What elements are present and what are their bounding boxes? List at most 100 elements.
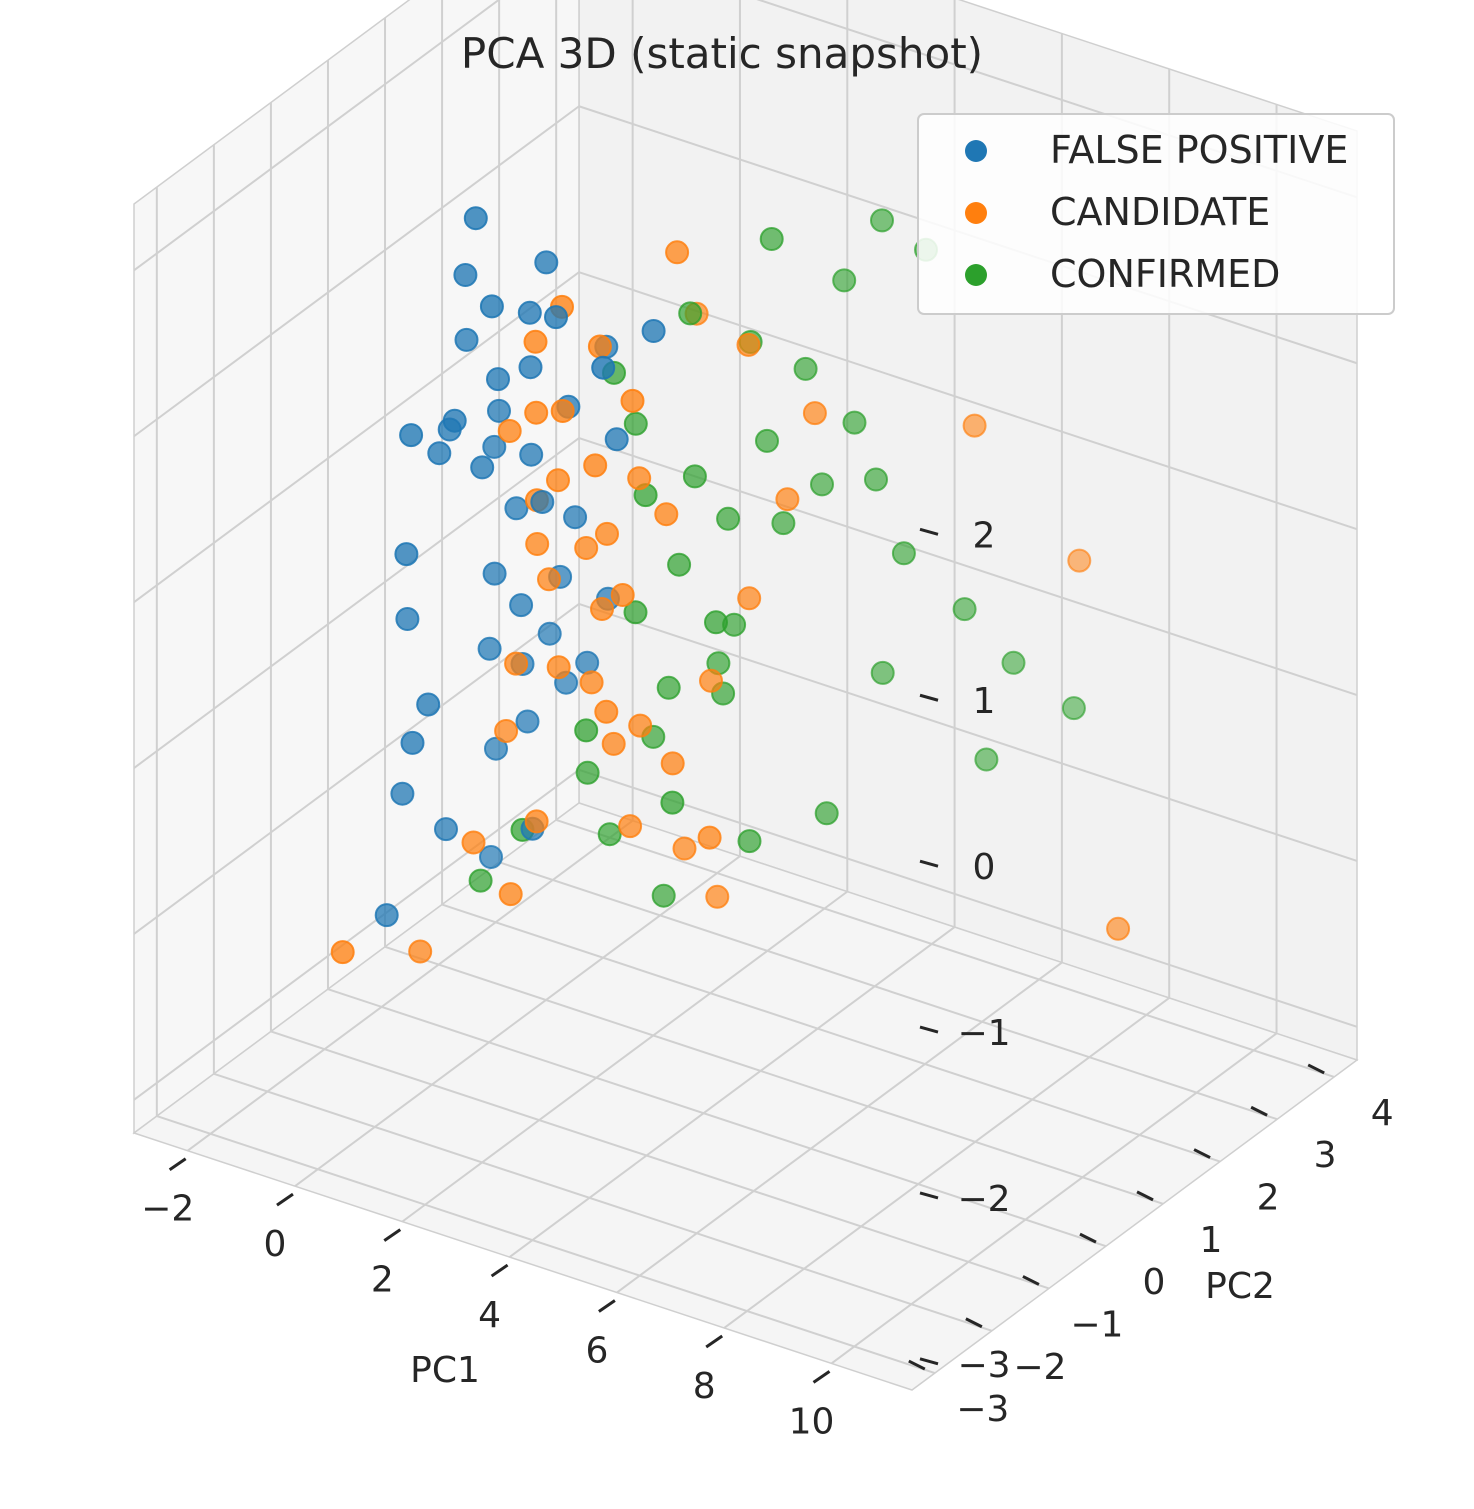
data-point-series-1 <box>962 413 987 438</box>
data-point-series-2 <box>759 227 784 251</box>
y-tick-label: 3 <box>1314 1135 1337 1176</box>
y-tick-label: −1 <box>1070 1305 1123 1346</box>
y-tick-label: −2 <box>1013 1347 1066 1388</box>
legend-label-false-positive: FALSE POSITIVE <box>1050 128 1348 172</box>
data-point-series-1 <box>705 884 730 909</box>
data-point-series-0 <box>442 408 467 433</box>
data-point-series-0 <box>519 442 544 467</box>
data-point-series-0 <box>487 398 511 423</box>
y-axis-label: PC2 <box>1205 1266 1275 1307</box>
x-tick-mark <box>812 1370 831 1384</box>
x-tick-label: 0 <box>264 1224 287 1265</box>
y-tick-label: 1 <box>1200 1220 1223 1261</box>
data-point-series-1 <box>587 334 612 359</box>
z-tick-label: −2 <box>957 1179 1010 1220</box>
z-tick-mark <box>919 1357 939 1366</box>
grid-line-y-floor <box>498 861 1278 1121</box>
data-point-series-2 <box>810 472 834 497</box>
grid-line-z-left <box>133 437 580 769</box>
data-point-series-1 <box>601 731 626 756</box>
data-point-series-1 <box>665 240 690 265</box>
data-point-series-2 <box>793 356 818 381</box>
grid-line-y-floor <box>384 945 1164 1205</box>
data-point-series-0 <box>604 427 629 452</box>
data-point-series-0 <box>537 621 562 646</box>
x-tick-mark <box>276 1192 294 1207</box>
data-point-series-0 <box>504 496 529 521</box>
data-point-series-0 <box>534 250 559 275</box>
data-point-series-1 <box>737 586 762 611</box>
data-point-series-0 <box>470 455 495 480</box>
x-tick-mark <box>490 1263 509 1278</box>
grid-line-z-back <box>578 602 1358 862</box>
legend: FALSE POSITIVE CANDIDATE CONFIRMED <box>917 113 1395 315</box>
data-point-series-2 <box>667 552 692 577</box>
y-tick-label: 2 <box>1257 1178 1280 1219</box>
data-point-series-0 <box>477 636 502 661</box>
z-tick-label: 0 <box>973 847 996 888</box>
grid-line-x-floor <box>723 997 1170 1329</box>
data-point-series-0 <box>394 542 419 567</box>
data-point-series-1 <box>802 401 827 426</box>
data-point-series-2 <box>891 541 916 566</box>
data-point-series-0 <box>575 650 600 675</box>
data-point-series-1 <box>628 713 653 738</box>
data-point-series-1 <box>497 419 522 443</box>
x-tick-label: 2 <box>371 1260 394 1301</box>
y-tick-mark <box>1193 1148 1211 1159</box>
z-tick-mark <box>919 693 939 702</box>
grid-line-x-floor <box>401 890 848 1223</box>
x-tick-mark <box>168 1157 187 1171</box>
legend-marker-false-positive <box>965 140 987 162</box>
data-point-series-0 <box>518 355 543 380</box>
grid-line-z-back <box>578 768 1358 1028</box>
data-point-series-2 <box>656 675 681 700</box>
chart-title: PCA 3D (static snapshot) <box>461 29 983 78</box>
y-tick-mark <box>1079 1232 1097 1244</box>
floor-pane <box>132 802 1359 1391</box>
data-point-series-1 <box>736 332 761 357</box>
legend-label-confirmed: CONFIRMED <box>1050 252 1280 296</box>
grid-line-z-back <box>578 437 1358 696</box>
data-points <box>330 206 1131 965</box>
data-point-series-1 <box>654 502 679 527</box>
data-point-series-0 <box>530 490 555 514</box>
grid-line-x-floor <box>187 819 634 1152</box>
data-point-series-0 <box>641 319 666 343</box>
x-tick-label: 6 <box>585 1331 608 1372</box>
grid-line-y-floor <box>555 818 1335 1078</box>
data-point-series-0 <box>416 692 441 717</box>
x-axis-label: PC1 <box>410 1350 480 1391</box>
grid-line-z-left <box>133 0 501 272</box>
data-point-series-0 <box>400 730 425 755</box>
x-tick-label: 8 <box>693 1366 716 1407</box>
data-point-series-1 <box>550 399 575 423</box>
data-point-series-1 <box>524 809 549 834</box>
z-tick-mark <box>919 527 939 536</box>
data-point-series-2 <box>468 868 493 893</box>
data-point-series-0 <box>484 736 508 761</box>
data-point-series-1 <box>583 453 608 478</box>
x-tick-mark <box>383 1228 402 1242</box>
grid-line-x-floor <box>830 1032 1278 1365</box>
y-tick-mark <box>965 1317 983 1329</box>
data-point-series-2 <box>623 411 648 436</box>
data-point-series-2 <box>737 829 762 854</box>
grid-line-z-back <box>578 271 1358 531</box>
data-point-series-0 <box>479 294 504 319</box>
data-point-series-1 <box>494 719 519 743</box>
z-tick-mark <box>919 859 939 868</box>
data-point-series-0 <box>591 355 616 380</box>
data-point-series-1 <box>461 830 486 855</box>
grid-line-y-floor <box>156 1115 936 1375</box>
y-tick-mark <box>1307 1063 1325 1075</box>
grid-line-y-floor <box>213 1072 993 1332</box>
data-point-series-1 <box>524 400 549 425</box>
data-point-series-1 <box>699 668 723 693</box>
data-point-series-1 <box>627 466 652 491</box>
data-point-series-0 <box>479 845 503 869</box>
data-point-series-2 <box>842 410 867 435</box>
data-point-series-1 <box>610 583 635 607</box>
